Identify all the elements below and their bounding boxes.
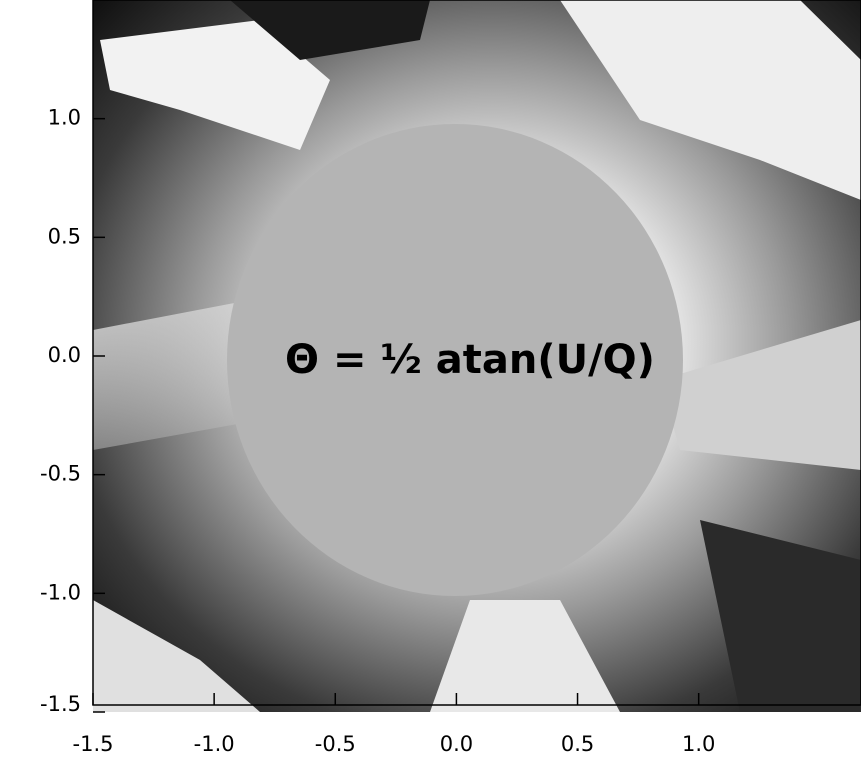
x-tick-label: -0.5 [315,732,356,756]
plot-frame [92,0,861,706]
y-tick-label: -0.5 [40,462,81,486]
x-tick-label: 0.5 [561,732,594,756]
streamer [430,600,620,712]
x-tick-label: 0.0 [440,732,473,756]
plot-area [93,0,861,712]
y-tick-label: 0.5 [48,224,81,248]
x-tick-label: -1.5 [73,732,114,756]
y-tick-label: 1.0 [48,106,81,130]
streamer [660,320,861,470]
dark-region [700,520,861,712]
occulting-disk [227,124,683,596]
y-tick-label: -1.5 [40,692,81,716]
y-tick-label: -1.0 [40,580,81,604]
streamer [93,300,260,450]
streamer [100,20,330,150]
x-tick-label: 1.0 [682,732,715,756]
streamer [560,0,861,200]
annotation: Θ = ½ atan(U/Q) [285,337,655,383]
streamer [93,600,260,712]
x-tick-label: -1.0 [194,732,235,756]
y-tick-label: 0.0 [48,343,81,367]
dark-region [230,0,430,60]
